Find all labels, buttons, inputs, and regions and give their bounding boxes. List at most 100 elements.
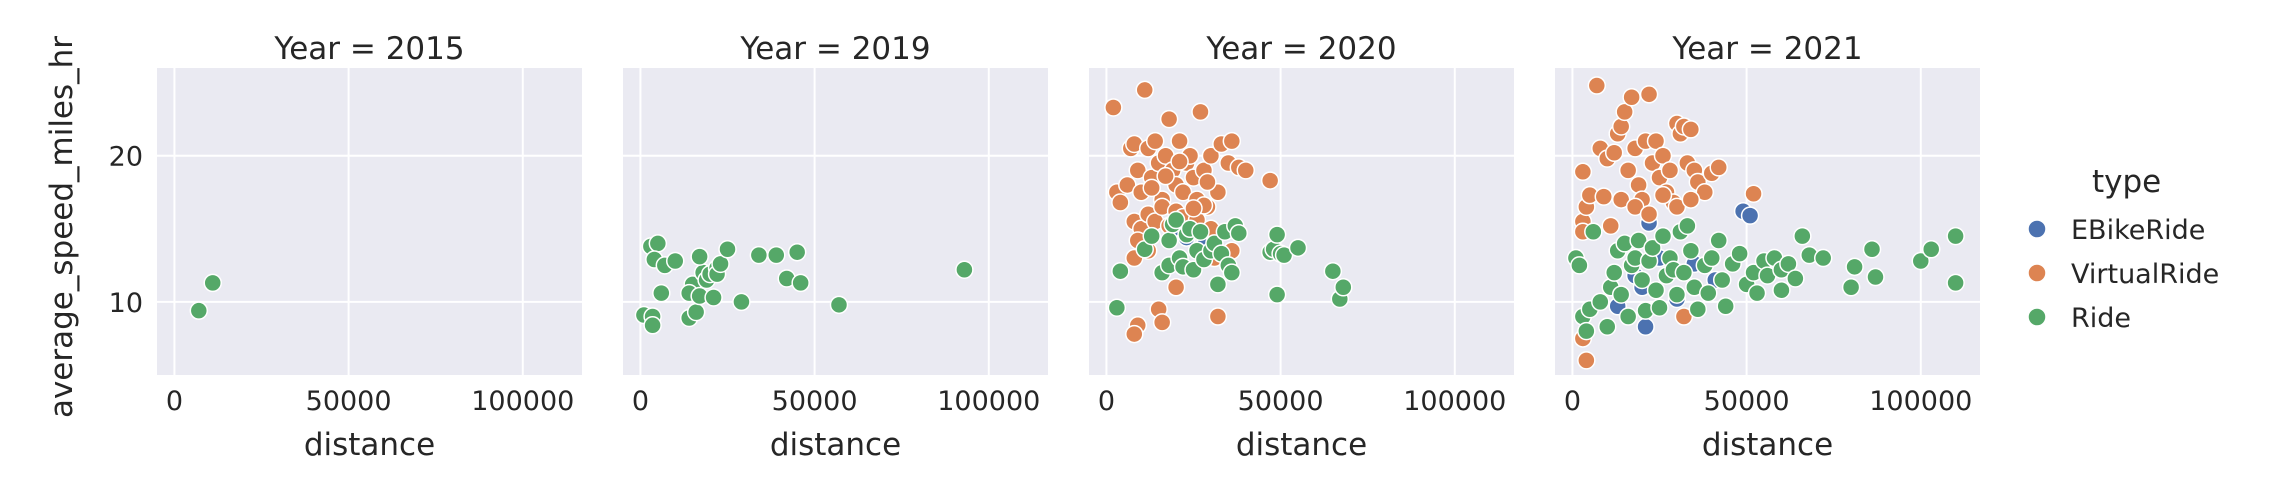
data-point [1646, 280, 1666, 300]
data-point [189, 301, 209, 320]
panel-title: Year = 2015 [273, 31, 464, 67]
data-point [1107, 298, 1127, 318]
plot-background [157, 68, 582, 375]
data-point [1712, 270, 1732, 290]
data-point [1862, 240, 1882, 259]
data-point [1921, 240, 1941, 259]
data-point [1618, 161, 1638, 180]
data-point [1152, 313, 1172, 332]
data-point [718, 240, 737, 259]
data-point [686, 302, 706, 322]
x-tick-label: 50000 [1704, 386, 1790, 417]
data-point [1688, 299, 1708, 319]
data-point [1618, 307, 1638, 326]
legend-marker [2027, 263, 2047, 283]
data-point [1632, 270, 1652, 290]
data-point [652, 283, 671, 303]
data-point [1142, 226, 1161, 246]
x-axis-label: distance [770, 427, 901, 463]
x-tick-label: 0 [1098, 386, 1115, 417]
y-axis-label: average_speed_miles_hr [44, 36, 80, 418]
data-point [1786, 269, 1805, 288]
data-point [1681, 120, 1701, 139]
data-point [1142, 178, 1161, 198]
data-point [1639, 204, 1659, 224]
legend-marker [2027, 307, 2047, 327]
data-point [1577, 351, 1596, 370]
x-tick-label: 50000 [772, 386, 858, 417]
data-point [1159, 231, 1179, 250]
x-tick-label: 100000 [1403, 386, 1506, 417]
data-point [1145, 131, 1165, 151]
data-point [1709, 158, 1728, 177]
data-point [1946, 226, 1965, 246]
data-point [1323, 261, 1343, 281]
data-point [1646, 131, 1666, 151]
data-point [1570, 256, 1589, 275]
data-point [1594, 187, 1614, 206]
panel-title: Year = 2020 [1205, 31, 1396, 67]
y-tick-label: 20 [109, 142, 143, 173]
data-point [704, 288, 723, 307]
data-point [1639, 85, 1659, 104]
data-point [1170, 131, 1189, 151]
data-point [1191, 222, 1210, 241]
data-point [1636, 317, 1655, 337]
panel-title: Year = 2019 [739, 31, 930, 67]
data-point [1229, 223, 1249, 243]
data-point [1267, 225, 1287, 244]
data-point [1236, 161, 1256, 180]
series-Ride [634, 234, 974, 335]
data-point [1611, 285, 1631, 304]
data-point [1813, 248, 1833, 268]
data-point [1156, 166, 1175, 186]
data-point [732, 292, 751, 312]
x-tick-label: 100000 [471, 386, 574, 417]
data-point [711, 254, 730, 274]
data-point [1208, 307, 1228, 326]
data-point [1681, 190, 1701, 209]
data-point [1288, 238, 1308, 258]
data-point [1125, 324, 1144, 344]
data-point [1222, 131, 1242, 151]
data-point [1222, 263, 1242, 282]
x-tick-label: 100000 [937, 386, 1040, 417]
data-point [1577, 321, 1596, 341]
x-tick-label: 0 [632, 386, 649, 417]
legend: type EBikeRide VirtualRide Ride [2027, 164, 2219, 334]
data-point [1779, 254, 1798, 274]
data-point [749, 245, 769, 265]
data-point [1111, 261, 1130, 281]
data-point [1170, 152, 1189, 171]
data-point [666, 251, 685, 271]
legend-label: VirtualRide [2071, 259, 2219, 290]
legend-marker [2027, 219, 2047, 239]
x-axis-label: distance [1236, 427, 1367, 463]
panel: 0 50000 100000 Year = 2020 distance [1089, 31, 1514, 463]
data-point [1772, 280, 1791, 300]
panel: 0 50000 100000 Year = 2019 distance [623, 31, 1048, 463]
data-point [1674, 263, 1694, 282]
series-Ride [1566, 216, 1965, 341]
data-point [1841, 278, 1861, 297]
data-point [1744, 184, 1763, 203]
legend-label: EBikeRide [2071, 215, 2205, 246]
data-point [1699, 283, 1718, 303]
data-point [1584, 222, 1603, 241]
x-tick-label: 0 [1564, 386, 1581, 417]
data-point [1740, 206, 1760, 225]
data-point [1267, 285, 1287, 304]
data-point [1601, 216, 1620, 236]
data-point [1678, 216, 1697, 236]
data-point [1946, 273, 1965, 293]
data-point [1747, 283, 1767, 303]
data-point [1667, 285, 1687, 304]
data-point [787, 242, 807, 262]
y-tick-label: 10 [109, 288, 143, 319]
data-point [1159, 109, 1179, 129]
data-point [1702, 248, 1722, 268]
data-point [791, 273, 810, 293]
data-point [690, 247, 709, 266]
data-point [1709, 231, 1728, 250]
